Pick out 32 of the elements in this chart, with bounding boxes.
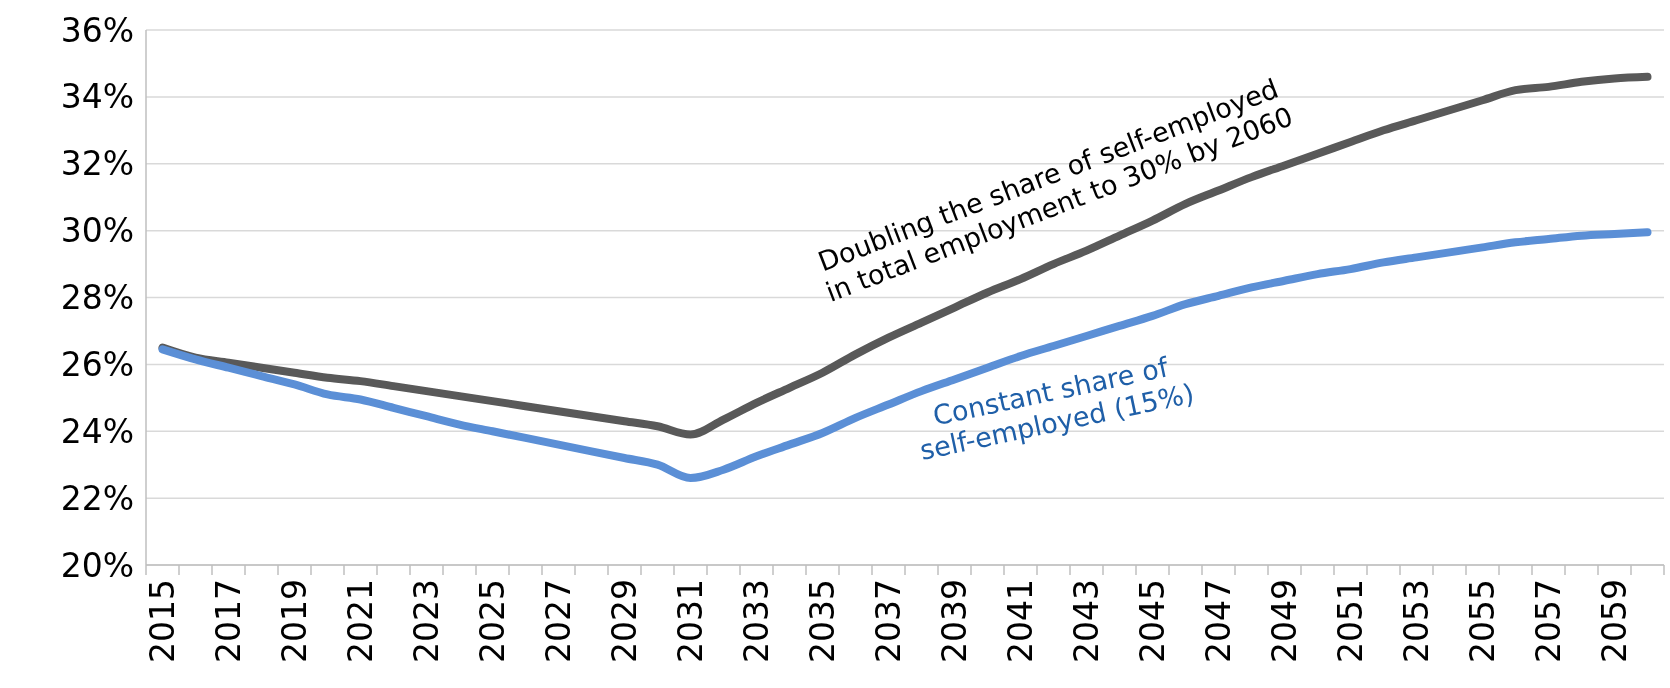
x-tick-label: 2047 [1199,579,1239,663]
x-tick-label: 2057 [1529,579,1569,663]
y-tick-label: 24% [60,411,134,451]
x-tick-label: 2051 [1331,579,1371,663]
x-tick-label: 2041 [1001,579,1041,663]
y-tick-label: 20% [60,545,134,585]
x-tick-label: 2031 [671,579,711,663]
y-tick-label: 30% [60,211,134,251]
y-tick-label: 26% [60,344,134,384]
x-tick-label: 2055 [1463,579,1503,663]
x-tick-label: 2035 [803,579,843,663]
x-tick-label: 2053 [1397,579,1437,663]
x-tick-label: 2023 [407,579,447,663]
x-tick-label: 2027 [539,579,579,663]
x-tick-label: 2017 [209,579,249,663]
y-tick-label: 22% [60,478,134,518]
x-tick-label: 2019 [275,579,315,663]
x-tick-label: 2021 [341,579,381,663]
x-tick-label: 2015 [143,579,183,663]
x-tick-label: 2045 [1133,579,1173,663]
y-tick-label: 34% [60,77,134,117]
x-tick-label: 2033 [737,579,777,663]
x-tick-label: 2025 [473,579,513,663]
x-tick-label: 2059 [1595,579,1635,663]
x-tick-label: 2037 [869,579,909,663]
x-tick-label: 2043 [1067,579,1107,663]
x-tick-label: 2029 [605,579,645,663]
y-tick-label: 32% [60,144,134,184]
x-tick-label: 2039 [935,579,975,663]
x-tick-label: 2049 [1265,579,1305,663]
y-tick-label: 36% [60,10,134,50]
y-tick-label: 28% [60,278,134,318]
